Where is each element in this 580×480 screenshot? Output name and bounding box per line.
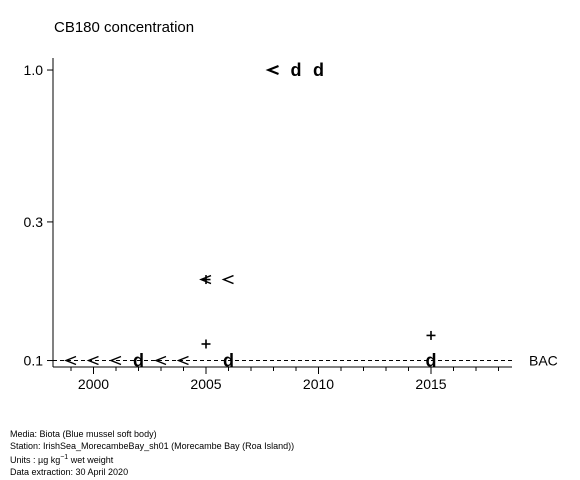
data-point-less-than bbox=[265, 65, 279, 76]
bac-reference-line-group: BAC bbox=[53, 353, 558, 369]
data-point-less-than bbox=[109, 355, 122, 366]
footer-units-prefix: Units : µg kg bbox=[10, 455, 61, 465]
data-point-less-than bbox=[176, 355, 189, 366]
data-point-plus bbox=[426, 330, 436, 340]
bac-reference-label: BAC bbox=[529, 353, 558, 369]
data-point-d: d bbox=[426, 351, 437, 371]
chart-axes bbox=[52, 58, 512, 368]
footer-station: Station: IrishSea_MorecambeBay_sh01 (Mor… bbox=[10, 440, 295, 451]
footer-units-sup: −1 bbox=[60, 454, 69, 461]
data-point-less-than bbox=[154, 355, 167, 366]
data-point-d: d bbox=[313, 60, 324, 80]
y-tick-label: 1.0 bbox=[24, 62, 44, 78]
y-tick-label: 0.3 bbox=[24, 214, 44, 230]
data-point-less-than bbox=[86, 355, 99, 366]
data-point-plus bbox=[201, 275, 211, 285]
y-tick-label: 0.1 bbox=[24, 353, 44, 369]
x-tick-label: 2015 bbox=[415, 376, 446, 392]
chart-footer: Media: Biota (Blue mussel soft body) Sta… bbox=[10, 429, 294, 478]
data-point-less-than bbox=[199, 274, 212, 285]
footer-extraction: Data extraction: 30 April 2020 bbox=[10, 466, 129, 477]
data-point-less-than bbox=[221, 274, 234, 285]
data-point-d: d bbox=[291, 60, 302, 80]
data-point-less-than bbox=[64, 355, 77, 366]
x-tick-label: 2005 bbox=[190, 376, 221, 392]
data-point-d: d bbox=[223, 351, 234, 371]
chart-title: CB180 concentration bbox=[54, 19, 195, 36]
x-tick-label: 2010 bbox=[303, 376, 334, 392]
footer-media: Media: Biota (Blue mussel soft body) bbox=[10, 429, 157, 439]
footer-units-suffix: wet weight bbox=[68, 455, 114, 465]
footer-units: Units : µg kg−1 wet weight bbox=[10, 452, 294, 467]
data-point-plus bbox=[201, 339, 211, 349]
data-point-d: d bbox=[133, 351, 144, 371]
x-tick-label: 2000 bbox=[78, 376, 109, 392]
chart-ticks: 2000 2005 2010 2015 0.1 0.3 1.0 bbox=[24, 62, 499, 392]
chart-data-marks: d dd dd bbox=[64, 60, 437, 371]
